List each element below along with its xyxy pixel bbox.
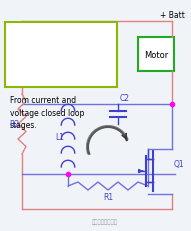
Bar <box>138 38 174 72</box>
Bar <box>5 23 117 88</box>
Text: From current and
voltage closed loop
stages.: From current and voltage closed loop sta… <box>10 96 84 129</box>
Text: Motor: Motor <box>144 50 168 59</box>
Text: R1: R1 <box>103 192 113 201</box>
Text: L1: L1 <box>56 133 65 142</box>
Text: R2: R2 <box>9 120 19 129</box>
Text: 汽車電子硬件設計: 汽車電子硬件設計 <box>92 218 118 224</box>
Text: + Batt: + Batt <box>159 10 185 19</box>
Text: C2: C2 <box>120 94 130 103</box>
Text: Q1: Q1 <box>174 160 185 169</box>
